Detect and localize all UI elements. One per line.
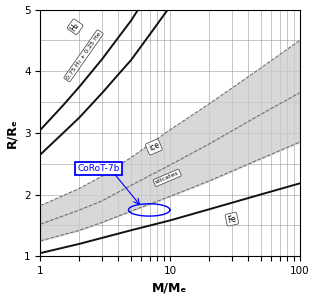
X-axis label: M/Mₑ: M/Mₑ	[152, 281, 188, 294]
Text: Fe: Fe	[227, 214, 237, 224]
Text: 0.75 H₂ + 0.25 He: 0.75 H₂ + 0.25 He	[65, 31, 102, 80]
Text: ice: ice	[147, 141, 161, 153]
Y-axis label: R/Rₑ: R/Rₑ	[6, 118, 19, 148]
Text: silicates: silicates	[154, 171, 180, 185]
Text: CoRoT-7b: CoRoT-7b	[77, 164, 120, 173]
Text: H₂: H₂	[69, 21, 81, 33]
